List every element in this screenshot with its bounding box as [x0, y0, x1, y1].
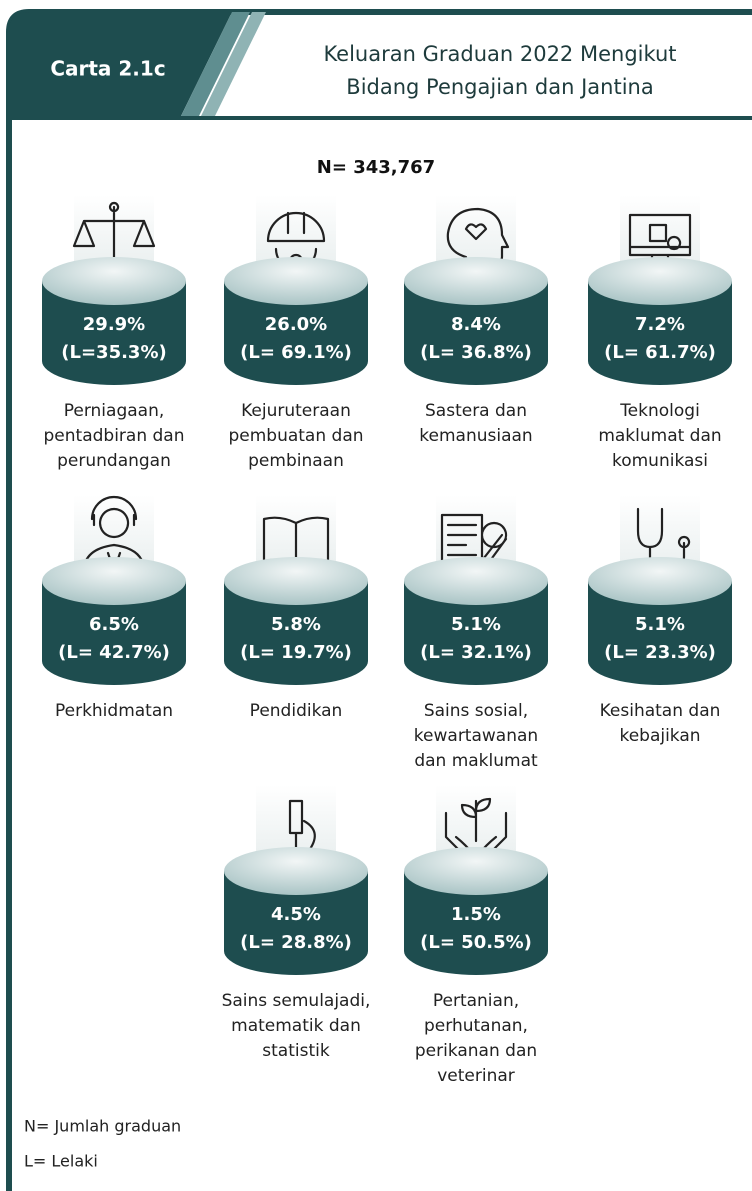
male-share: (L= 19.7%) — [240, 642, 352, 663]
share: 6.5% — [89, 614, 139, 635]
share: 4.5% — [271, 904, 321, 925]
pedestal-top — [224, 847, 368, 895]
field-label: maklumat dan — [598, 426, 721, 446]
male-share: (L= 32.1%) — [420, 642, 532, 663]
field-label: Kejuruteraan — [241, 401, 351, 421]
pedestal-top — [224, 557, 368, 605]
share: 5.1% — [635, 614, 685, 635]
field-label: Kesihatan dan — [600, 701, 721, 721]
share: 5.1% — [451, 614, 501, 635]
field-label: Pendidikan — [250, 701, 343, 721]
title: Bidang Pengajian dan Jantina — [346, 75, 653, 99]
title: Keluaran Graduan 2022 Mengikut — [323, 42, 676, 66]
pedestal — [404, 871, 548, 975]
field-label: perundangan — [57, 451, 171, 471]
share: 7.2% — [635, 314, 685, 335]
icon — [266, 211, 326, 271]
chart-code: Carta 2.1c — [50, 57, 165, 81]
field-label: Teknologi — [619, 401, 700, 421]
field-label: Sastera dan — [425, 401, 527, 421]
pedestal-top — [588, 557, 732, 605]
share: 29.9% — [83, 314, 145, 335]
male-share: (L= 50.5%) — [420, 932, 532, 953]
pedestal-top — [404, 847, 548, 895]
pedestal — [224, 871, 368, 975]
field-label: Sains sosial, — [424, 701, 528, 721]
share: 26.0% — [265, 314, 327, 335]
pedestal — [224, 281, 368, 385]
field-label: Perniagaan, — [64, 401, 165, 421]
header-tab — [9, 12, 232, 118]
field-label: Sains semulajadi, — [222, 991, 371, 1011]
male-share: (L= 36.8%) — [420, 342, 532, 363]
field-label: kebajikan — [619, 726, 700, 746]
field-label: perhutanan, — [424, 1016, 528, 1036]
field-label: veterinar — [437, 1066, 515, 1086]
pedestal-top — [404, 557, 548, 605]
icon — [82, 495, 146, 573]
pedestal-top — [224, 257, 368, 305]
male-share: (L= 23.3%) — [604, 642, 716, 663]
pedestal — [404, 281, 548, 385]
stripe — [180, 12, 250, 118]
pedestal — [404, 581, 548, 685]
pedestal — [588, 281, 732, 385]
share: 8.4% — [451, 314, 501, 335]
field-label: statistik — [262, 1041, 330, 1061]
field-label: pembuatan dan — [228, 426, 363, 446]
icon — [444, 797, 508, 865]
field-label: kewartawanan — [414, 726, 538, 746]
field-label: perikanan dan — [415, 1041, 537, 1061]
field-label: pentadbiran dan — [44, 426, 185, 446]
share: 5.8% — [271, 614, 321, 635]
field-label: komunikasi — [612, 451, 708, 471]
field-label: kemanusiaan — [419, 426, 532, 446]
field-label: Perkhidmatan — [55, 701, 173, 721]
stripe — [200, 12, 266, 118]
male-share: (L= 28.8%) — [240, 932, 352, 953]
male-share: (L=35.3%) — [61, 342, 166, 363]
field-label: matematik dan — [231, 1016, 361, 1036]
pedestal — [224, 581, 368, 685]
pedestal-top — [588, 257, 732, 305]
note: L= Lelaki — [24, 1152, 98, 1171]
pedestal — [42, 581, 186, 685]
field-label: dan maklumat — [414, 751, 538, 771]
field-label: pembinaan — [248, 451, 344, 471]
pedestal-top — [42, 257, 186, 305]
pedestal — [42, 281, 186, 385]
pedestal-top — [404, 257, 548, 305]
male-share: (L= 61.7%) — [604, 342, 716, 363]
field-label: Pertanian, — [433, 991, 519, 1011]
pedestal — [588, 581, 732, 685]
male-share: (L= 69.1%) — [240, 342, 352, 363]
male-share: (L= 42.7%) — [58, 642, 170, 663]
note: N= Jumlah graduan — [24, 1117, 181, 1136]
total: N= 343,767 — [317, 157, 435, 178]
share: 1.5% — [451, 904, 501, 925]
pedestal-top — [42, 557, 186, 605]
